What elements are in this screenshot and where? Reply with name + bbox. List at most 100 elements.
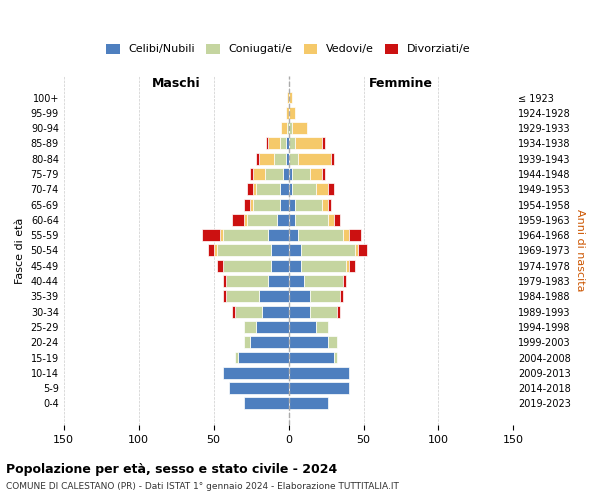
Bar: [277, 214, 289, 226]
Text: Popolazione per età, sesso e stato civile - 2024: Popolazione per età, sesso e stato civil…: [6, 462, 337, 475]
Bar: [337, 306, 340, 318]
Bar: [289, 275, 304, 287]
Bar: [289, 92, 292, 104]
Bar: [253, 168, 265, 180]
Y-axis label: Fasce di età: Fasce di età: [15, 218, 25, 284]
Bar: [289, 244, 301, 256]
Bar: [358, 244, 367, 256]
Bar: [289, 229, 298, 241]
Bar: [316, 184, 328, 195]
Bar: [266, 138, 268, 149]
Bar: [343, 229, 349, 241]
Bar: [223, 275, 226, 287]
Bar: [271, 260, 289, 272]
Bar: [259, 152, 274, 164]
Bar: [226, 275, 268, 287]
Bar: [244, 336, 250, 348]
Legend: Celibi/Nubili, Coniugati/e, Vedovi/e, Divorziati/e: Celibi/Nubili, Coniugati/e, Vedovi/e, Di…: [102, 39, 475, 59]
Bar: [289, 336, 328, 348]
Bar: [343, 275, 346, 287]
Bar: [289, 352, 334, 364]
Bar: [274, 152, 286, 164]
Bar: [283, 168, 289, 180]
Bar: [268, 229, 289, 241]
Bar: [328, 198, 331, 210]
Bar: [340, 290, 343, 302]
Bar: [298, 152, 331, 164]
Bar: [253, 184, 256, 195]
Bar: [232, 214, 244, 226]
Bar: [217, 260, 223, 272]
Bar: [226, 290, 259, 302]
Bar: [355, 244, 358, 256]
Bar: [244, 321, 256, 333]
Bar: [289, 214, 295, 226]
Bar: [265, 168, 283, 180]
Bar: [328, 336, 337, 348]
Bar: [259, 290, 289, 302]
Bar: [301, 244, 355, 256]
Bar: [256, 152, 259, 164]
Bar: [217, 244, 271, 256]
Bar: [301, 260, 346, 272]
Bar: [229, 382, 289, 394]
Text: Maschi: Maschi: [152, 77, 200, 90]
Bar: [253, 198, 280, 210]
Bar: [223, 290, 226, 302]
Bar: [223, 367, 289, 379]
Bar: [247, 184, 253, 195]
Bar: [289, 306, 310, 318]
Bar: [202, 229, 220, 241]
Bar: [289, 198, 295, 210]
Bar: [289, 382, 349, 394]
Bar: [289, 184, 292, 195]
Bar: [310, 290, 340, 302]
Bar: [286, 152, 289, 164]
Bar: [289, 122, 292, 134]
Bar: [289, 107, 295, 119]
Bar: [328, 184, 334, 195]
Bar: [250, 198, 253, 210]
Bar: [334, 352, 337, 364]
Bar: [346, 260, 349, 272]
Bar: [214, 244, 217, 256]
Bar: [289, 321, 316, 333]
Bar: [289, 398, 328, 409]
Bar: [322, 168, 325, 180]
Bar: [250, 336, 289, 348]
Bar: [310, 168, 322, 180]
Bar: [286, 107, 289, 119]
Y-axis label: Anni di nascita: Anni di nascita: [575, 209, 585, 292]
Bar: [289, 290, 310, 302]
Bar: [292, 122, 307, 134]
Bar: [223, 229, 268, 241]
Bar: [304, 275, 343, 287]
Bar: [271, 244, 289, 256]
Bar: [289, 152, 298, 164]
Bar: [247, 214, 277, 226]
Bar: [349, 229, 361, 241]
Bar: [280, 198, 289, 210]
Bar: [295, 198, 322, 210]
Bar: [250, 168, 253, 180]
Bar: [334, 214, 340, 226]
Bar: [262, 306, 289, 318]
Bar: [286, 138, 289, 149]
Bar: [220, 229, 223, 241]
Bar: [256, 184, 280, 195]
Bar: [289, 367, 349, 379]
Bar: [208, 244, 214, 256]
Bar: [292, 184, 316, 195]
Text: COMUNE DI CALESTANO (PR) - Dati ISTAT 1° gennaio 2024 - Elaborazione TUTTITALIA.: COMUNE DI CALESTANO (PR) - Dati ISTAT 1°…: [6, 482, 399, 491]
Bar: [244, 198, 250, 210]
Bar: [232, 306, 235, 318]
Bar: [287, 122, 289, 134]
Bar: [280, 184, 289, 195]
Bar: [244, 214, 247, 226]
Bar: [322, 138, 325, 149]
Bar: [316, 321, 328, 333]
Bar: [268, 138, 280, 149]
Bar: [280, 138, 286, 149]
Bar: [256, 321, 289, 333]
Bar: [295, 138, 322, 149]
